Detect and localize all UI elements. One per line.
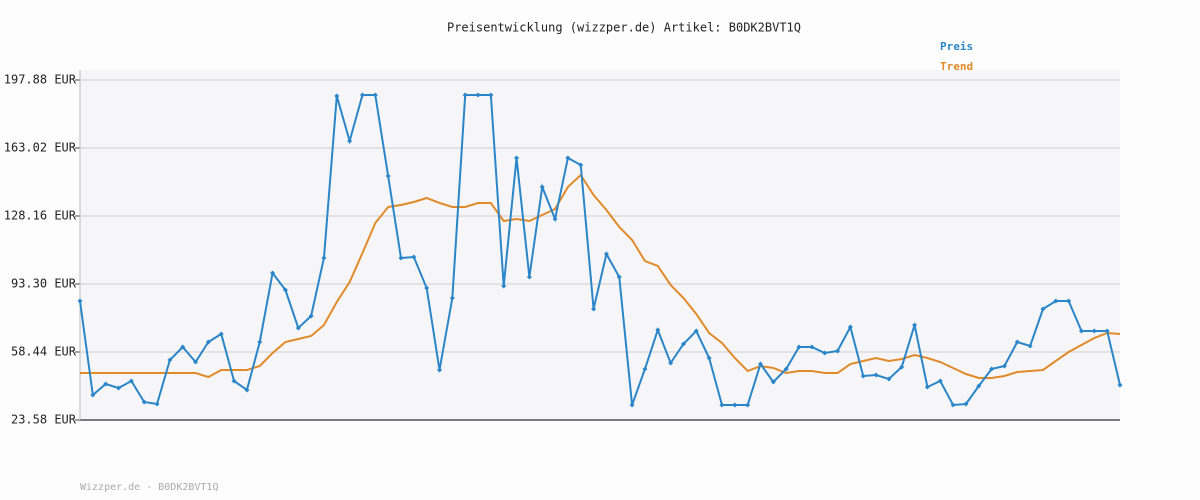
point-marker [514,155,520,161]
point-marker [578,162,584,168]
point-marker [398,255,404,261]
point-marker [1066,298,1072,304]
point-marker [924,384,930,390]
point-marker [488,92,494,98]
point-marker [565,155,571,161]
point-marker [462,92,468,98]
point-marker [835,348,841,354]
point-marker [270,270,276,276]
point-marker [321,255,327,261]
legend-label: Trend [940,60,973,73]
point-marker [989,366,995,372]
point-marker [526,274,532,280]
point-marker [1104,328,1110,334]
point-marker [282,287,288,293]
point-marker [385,173,391,179]
y-tick-label: 128.16 EUR [4,209,77,223]
point-marker [783,366,789,372]
y-tick-label: 197.88 EUR [4,73,77,87]
point-marker [372,92,378,98]
point-marker [193,359,199,365]
point-marker [411,254,417,260]
point-marker [680,341,686,347]
point-marker [475,92,481,98]
point-marker [822,350,828,356]
point-marker [77,298,83,304]
point-marker [1117,382,1123,388]
point-marker [757,361,763,367]
point-marker [295,325,301,331]
point-marker [1053,298,1059,304]
point-marker [347,138,353,144]
point-marker [847,324,853,330]
y-tick-label: 58.44 EUR [11,345,77,359]
point-marker [437,367,443,373]
point-marker [937,378,943,384]
point-marker [668,360,674,366]
point-marker [950,402,956,408]
point-marker [205,339,211,345]
y-tick-label: 93.30 EUR [11,277,77,291]
point-marker [180,344,186,350]
series-line [79,94,1121,407]
point-marker [912,322,918,328]
point-marker [539,184,545,190]
point-marker [1078,328,1084,334]
point-marker [116,385,122,391]
point-marker [963,401,969,407]
point-marker [424,285,430,291]
point-marker [873,372,879,378]
point-marker [1040,306,1046,312]
point-marker [796,344,802,350]
point-marker [359,92,365,98]
point-marker [886,376,892,382]
legend-label: Preis [940,40,973,53]
point-marker [655,327,661,333]
point-marker [1014,339,1020,345]
point-marker [103,381,109,387]
point-marker [642,366,648,372]
point-marker [218,331,224,337]
point-marker [141,399,147,405]
point-marker [128,378,134,384]
plot-area [80,70,1120,420]
point-marker [501,283,507,289]
point-marker [308,313,314,319]
point-marker [257,339,263,345]
point-marker [90,392,96,398]
point-marker [244,387,250,393]
point-marker [167,357,173,363]
point-marker [809,344,815,350]
y-tick-label: 23.58 EUR [11,413,77,427]
point-marker [629,402,635,408]
point-marker [770,379,776,385]
point-marker [899,364,905,370]
point-marker [1027,343,1033,349]
point-marker [693,328,699,334]
point-marker [154,401,160,407]
point-marker [860,373,866,379]
chart-title: Preisentwicklung (wizzper.de) Artikel: B… [447,21,801,35]
point-marker [706,355,712,361]
point-marker [334,93,340,99]
point-marker [616,274,622,280]
point-marker [732,402,738,408]
point-marker [1091,328,1097,334]
point-marker [719,402,725,408]
point-marker [1001,363,1007,369]
point-marker [745,402,751,408]
footer: Wizzper.de - B0DK2BVT1Q [80,482,218,493]
point-marker [603,251,609,257]
point-marker [231,378,237,384]
y-tick-label: 163.02 EUR [4,141,77,155]
point-marker [976,383,982,389]
point-marker [449,295,455,301]
point-marker [552,216,558,222]
point-marker [591,306,597,312]
